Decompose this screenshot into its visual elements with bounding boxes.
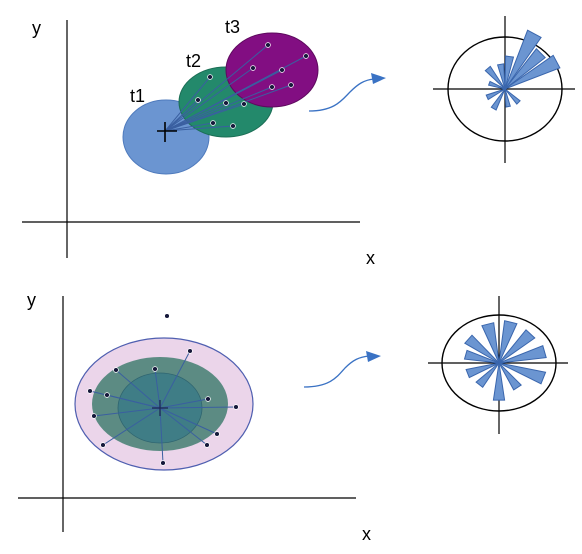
top-rose-circle xyxy=(447,36,563,142)
data-point xyxy=(230,123,236,129)
data-point xyxy=(279,67,285,73)
data-point xyxy=(113,367,119,373)
trajectory-ray xyxy=(164,86,273,132)
label-t1: t1 xyxy=(130,86,145,106)
label-t2: t2 xyxy=(186,51,201,71)
data-point xyxy=(152,366,158,372)
data-point xyxy=(205,396,211,402)
rose-petal xyxy=(485,88,506,101)
displacement-ray xyxy=(159,350,191,409)
displacement-ray xyxy=(159,398,209,409)
rose-petal xyxy=(481,322,500,364)
rose-petal xyxy=(504,88,521,105)
rose-petal xyxy=(498,362,547,385)
top-rose-plot xyxy=(433,16,575,163)
bottom-rose-plot xyxy=(428,296,568,434)
bottom-panel: y x xyxy=(18,290,568,544)
data-point xyxy=(210,120,216,126)
displacement-ray xyxy=(159,407,164,464)
displacement-ray xyxy=(115,369,161,409)
displacement-ray xyxy=(102,407,161,446)
rose-petal xyxy=(498,329,536,364)
top-ellipse-group xyxy=(122,32,319,175)
bottom-rose-circle xyxy=(441,314,557,412)
data-point xyxy=(288,82,294,88)
data-point xyxy=(87,388,93,394)
trajectory-ray xyxy=(164,122,214,132)
top-x-axis-label: x xyxy=(366,248,375,268)
rose-petal xyxy=(475,362,500,389)
rose-petal xyxy=(504,29,542,90)
displacement-ray xyxy=(93,407,161,417)
trajectory-ray xyxy=(164,44,269,132)
bottom-x-axis-label: x xyxy=(362,524,371,544)
top-point-group xyxy=(195,42,309,129)
bottom-arrow xyxy=(303,351,381,388)
top-rose-petals xyxy=(484,29,561,111)
bottom-ray-group xyxy=(89,350,237,464)
data-point xyxy=(187,348,193,354)
data-point xyxy=(104,392,110,398)
bottom-point-group xyxy=(87,313,239,466)
rose-petal xyxy=(463,349,500,364)
top-ray-group xyxy=(164,44,307,132)
rose-petal xyxy=(484,65,506,90)
trajectory-ray xyxy=(164,67,254,132)
data-point xyxy=(303,53,309,59)
data-point xyxy=(223,100,229,106)
rose-petal xyxy=(487,80,506,90)
ellipse-t3 xyxy=(225,32,319,108)
bottom-y-axis-label: y xyxy=(27,290,36,310)
displacement-ray xyxy=(154,368,161,409)
data-point xyxy=(207,74,213,80)
data-point xyxy=(241,101,247,107)
data-point xyxy=(160,460,166,466)
data-point xyxy=(204,442,210,448)
top-center-cross xyxy=(157,122,177,142)
label-t3: t3 xyxy=(225,17,240,37)
top-y-axis-label: y xyxy=(32,18,41,38)
top-panel: y x t1 t2 t3 xyxy=(22,16,575,268)
bottom-rose-petals xyxy=(463,320,547,401)
rose-petal xyxy=(504,48,546,90)
rose-petal xyxy=(498,345,547,364)
rose-petal xyxy=(492,362,506,401)
rose-petal xyxy=(464,334,500,364)
data-point xyxy=(265,42,271,48)
rose-petal xyxy=(504,54,561,90)
rose-petal xyxy=(490,88,506,111)
displacement-ray xyxy=(159,407,218,435)
data-point xyxy=(214,431,220,437)
top-arrow xyxy=(308,73,386,112)
rose-petal xyxy=(465,362,500,379)
displacement-ray xyxy=(89,390,161,409)
rose-petal xyxy=(498,320,518,364)
rose-petal xyxy=(498,362,522,391)
displacement-ray xyxy=(159,407,208,446)
displacement-ray xyxy=(159,406,237,409)
data-point xyxy=(91,413,97,419)
rose-petal xyxy=(496,63,506,90)
data-point xyxy=(233,404,239,410)
data-point xyxy=(195,97,201,103)
trajectory-ray xyxy=(164,84,292,132)
rose-petal xyxy=(504,88,511,108)
data-point xyxy=(100,442,106,448)
rose-petal xyxy=(504,55,515,90)
data-point xyxy=(250,65,256,71)
trajectory-ray xyxy=(164,125,234,132)
trajectory-ray xyxy=(164,76,211,132)
outlier-point xyxy=(164,313,170,319)
data-point xyxy=(269,84,275,90)
